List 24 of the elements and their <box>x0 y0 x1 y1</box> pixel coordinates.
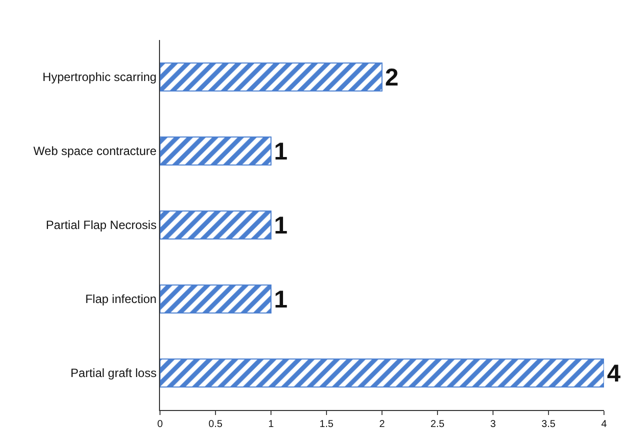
x-tick-label: 3 <box>490 419 496 430</box>
x-tick-label: 0.5 <box>208 419 223 430</box>
x-tick-label: 1.5 <box>320 419 334 430</box>
x-tick-label: 1 <box>268 419 274 430</box>
y-tick-label: Flap infection <box>85 292 157 306</box>
data-label: 1 <box>274 212 288 240</box>
x-tick-label: 0 <box>157 419 164 430</box>
bar <box>160 210 272 240</box>
y-tick-label: Hypertrophic scarring <box>42 70 157 84</box>
x-tick-label: 2.5 <box>430 419 445 430</box>
data-label: 4 <box>607 360 621 388</box>
bar <box>160 358 604 388</box>
y-tick-label: Web space contracture <box>33 144 157 158</box>
data-label: 1 <box>274 138 288 166</box>
bar <box>160 62 382 92</box>
x-tick-label: 3.5 <box>542 419 556 430</box>
y-tick-label: Partial Flap Necrosis <box>46 218 157 232</box>
x-tick-label: 2 <box>379 419 386 430</box>
data-label: 2 <box>385 64 399 92</box>
data-label: 1 <box>274 286 288 314</box>
bar <box>160 136 272 166</box>
x-tick-label: 4 <box>601 419 608 430</box>
bar <box>160 284 272 314</box>
y-tick-label: Partial graft loss <box>70 366 157 380</box>
